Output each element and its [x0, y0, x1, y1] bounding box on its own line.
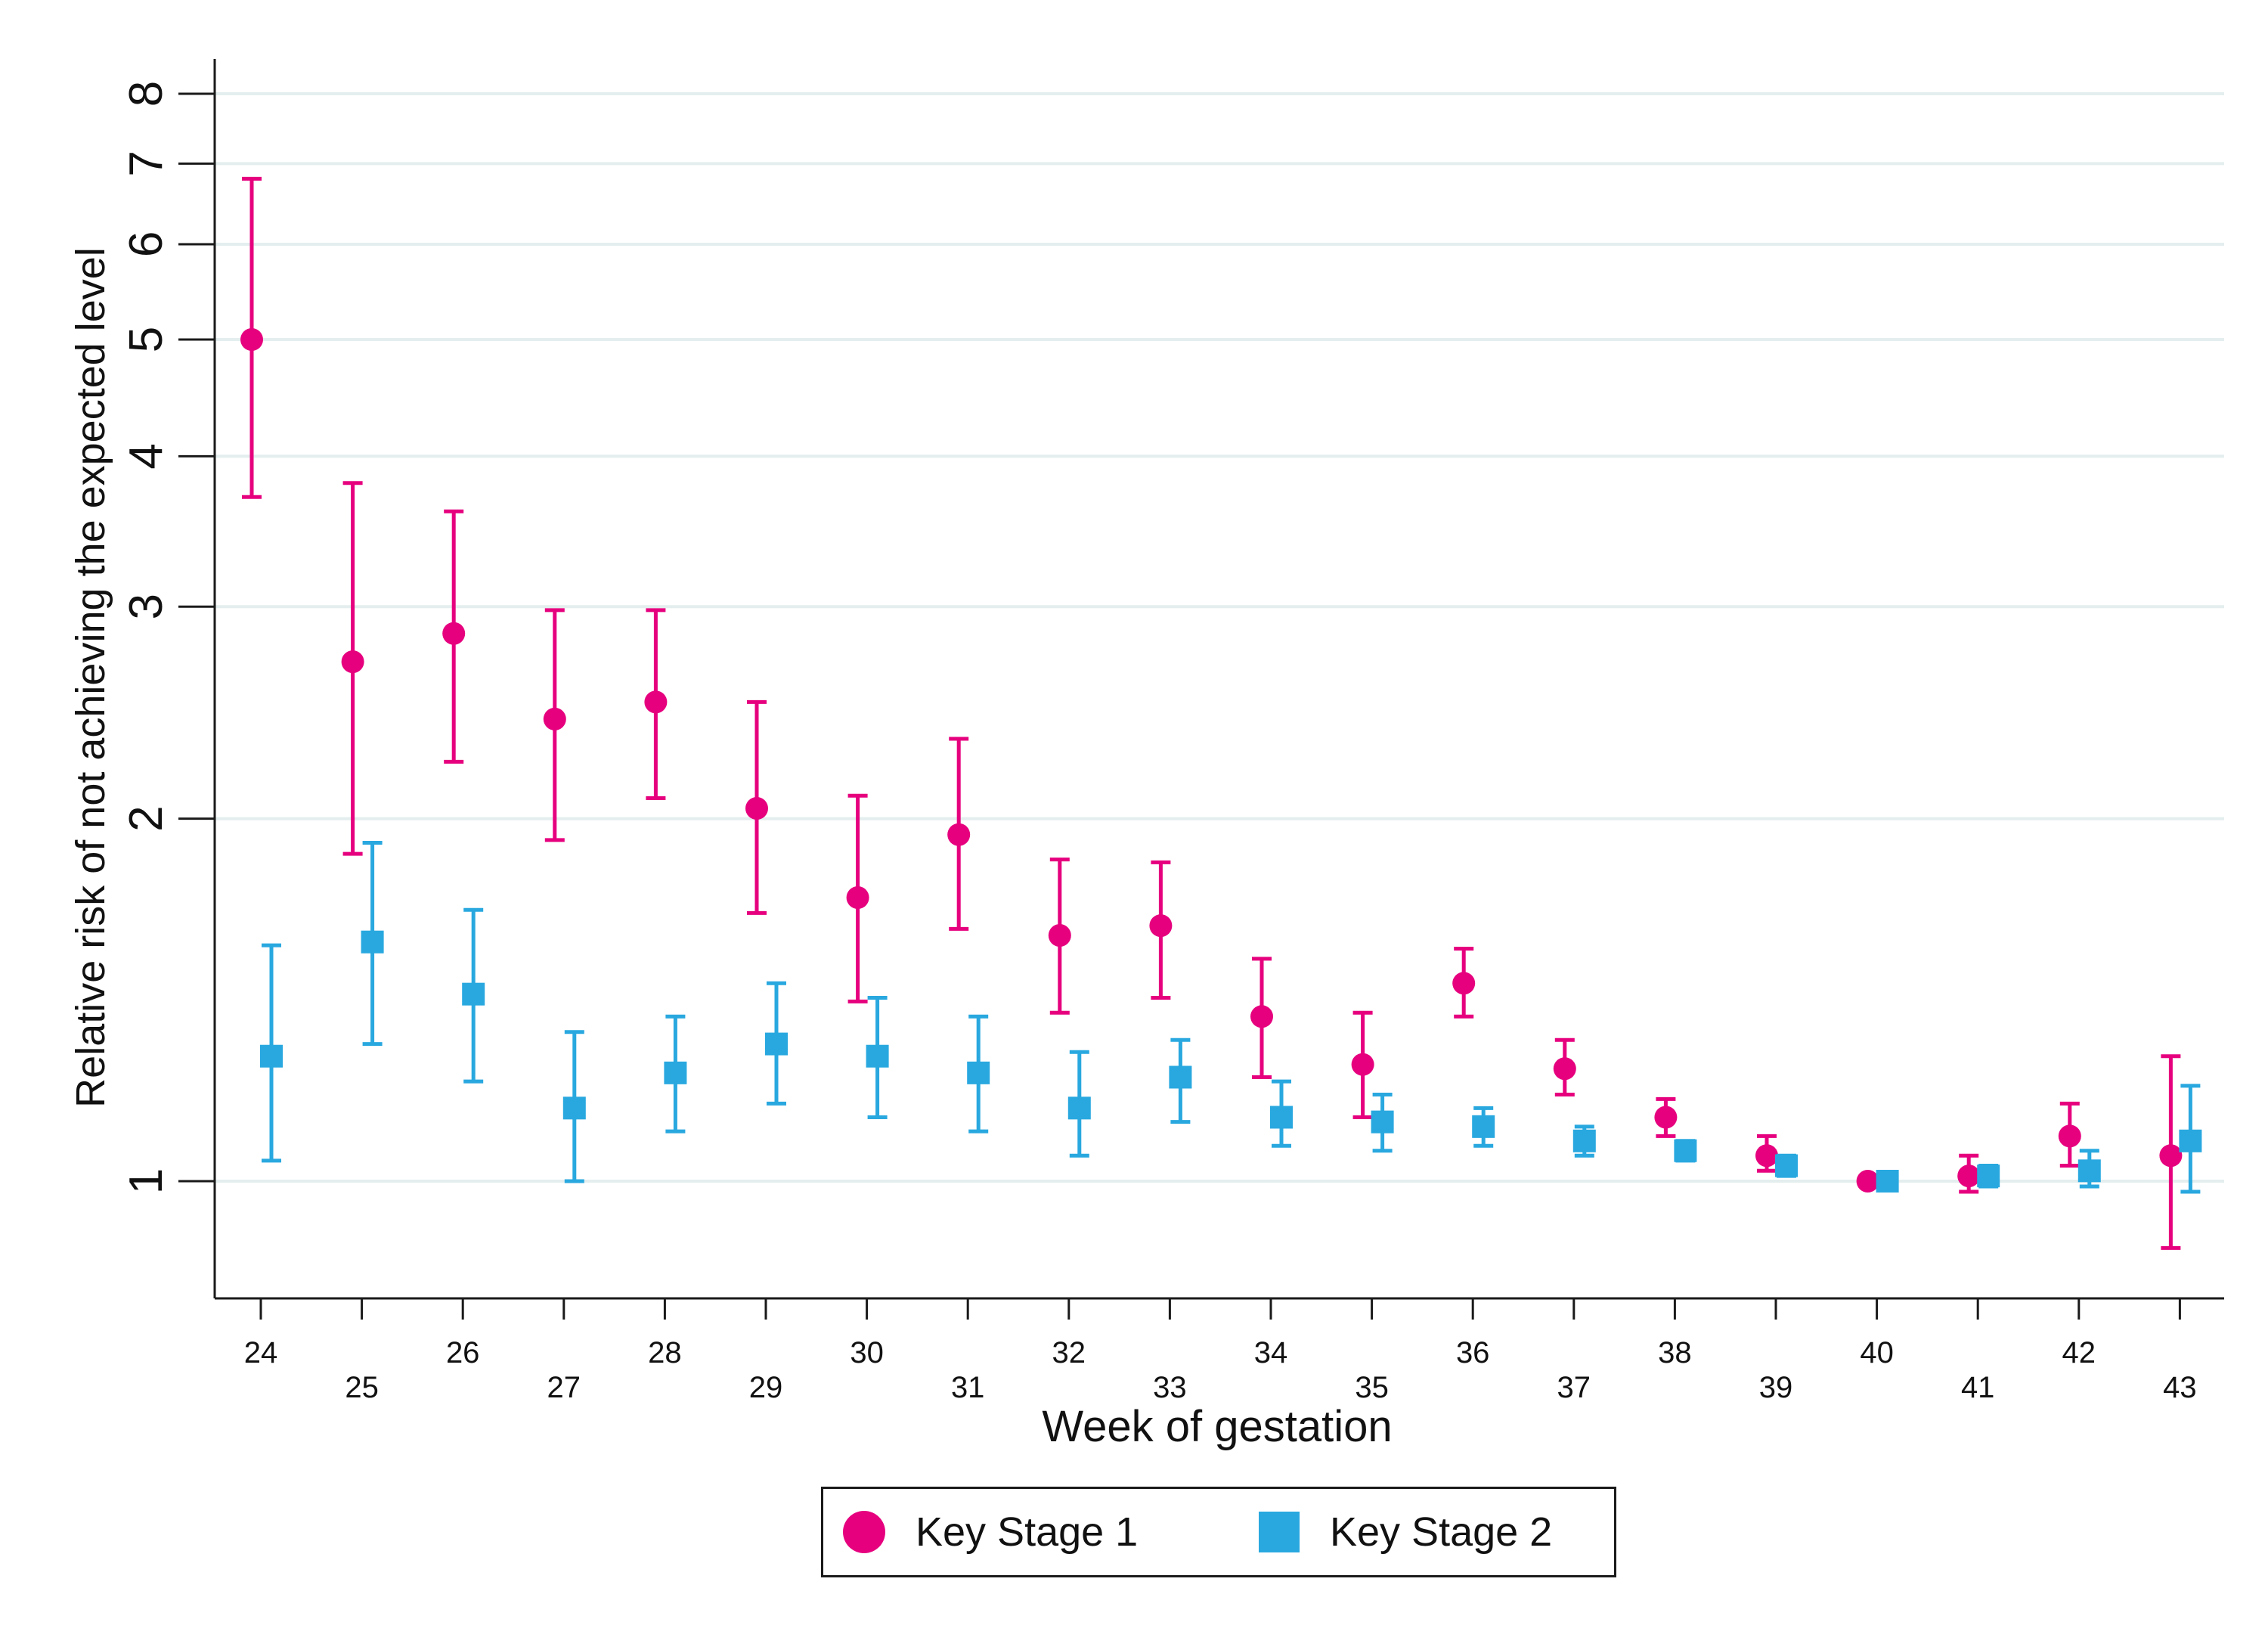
series-layer: [240, 176, 2202, 1250]
data-point: [1250, 1005, 1273, 1028]
data-point: [1270, 1106, 1293, 1129]
x-tick-label: 39: [1759, 1371, 1793, 1404]
legend-item-key-stage-1: Key Stage 1: [843, 1489, 1138, 1575]
x-tick-label: 30: [850, 1336, 884, 1369]
data-point: [765, 1032, 788, 1056]
data-point: [341, 650, 364, 674]
data-point: [644, 690, 668, 714]
x-tick-label: 28: [648, 1336, 682, 1369]
data-point: [846, 885, 869, 909]
data-point: [1674, 1139, 1697, 1162]
y-tick-label: 3: [120, 594, 172, 619]
data-point: [1775, 1154, 1798, 1177]
data-point: [462, 982, 485, 1006]
series-key-stage-1: [240, 176, 2183, 1250]
x-tick-label: 38: [1658, 1336, 1692, 1369]
data-point: [1472, 1115, 1495, 1138]
y-tick-label: 4: [120, 443, 172, 469]
data-point: [664, 1061, 687, 1084]
legend-label-key-stage-2: Key Stage 2: [1330, 1509, 1553, 1555]
x-tick-label: 34: [1254, 1336, 1288, 1369]
data-point: [1553, 1057, 1576, 1081]
data-point: [543, 707, 566, 730]
data-point: [967, 1061, 990, 1084]
data-point: [1654, 1106, 1678, 1129]
x-tick-label: 35: [1355, 1371, 1389, 1404]
x-tick-label: 37: [1557, 1371, 1591, 1404]
x-tick-label: 33: [1153, 1371, 1187, 1404]
data-point: [1067, 1096, 1091, 1120]
data-point: [1351, 1053, 1374, 1076]
gridlines: [215, 92, 2224, 1183]
x-tick-label: 26: [446, 1336, 480, 1369]
data-point: [1169, 1065, 1192, 1089]
series-key-stage-2: [260, 841, 2202, 1194]
data-point: [1977, 1165, 2000, 1188]
data-point: [1755, 1144, 1778, 1168]
data-point: [361, 930, 384, 954]
y-tick-label: 5: [120, 327, 172, 352]
y-axis-title: Relative risk of not achieving the expec…: [68, 247, 113, 1108]
x-tick-label: 36: [1456, 1336, 1490, 1369]
data-point: [947, 823, 971, 846]
data-point: [260, 1044, 283, 1068]
data-point: [562, 1096, 586, 1120]
x-tick-label: 25: [345, 1371, 379, 1404]
x-tick-label: 27: [547, 1371, 581, 1404]
y-tick-label: 8: [120, 81, 172, 107]
data-point: [1572, 1129, 1596, 1152]
data-point: [2159, 1144, 2183, 1168]
ticks: 1234567824252627282930313233343536373839…: [120, 81, 2197, 1404]
legend-marker-key-stage-2: [1259, 1512, 1300, 1552]
data-point: [442, 622, 466, 645]
x-tick-label: 32: [1052, 1336, 1086, 1369]
x-tick-label: 24: [244, 1336, 278, 1369]
data-point: [745, 796, 768, 820]
y-tick-label: 7: [120, 150, 172, 176]
legend-item-key-stage-2: Key Stage 2: [1259, 1489, 1552, 1575]
x-tick-label: 42: [2062, 1336, 2096, 1369]
legend-label-key-stage-1: Key Stage 1: [916, 1509, 1139, 1555]
data-point: [866, 1044, 889, 1068]
data-point: [2077, 1159, 2101, 1183]
data-point: [2179, 1129, 2202, 1152]
x-tick-label: 40: [1860, 1336, 1894, 1369]
x-tick-label: 29: [749, 1371, 783, 1404]
data-point: [1371, 1110, 1394, 1134]
x-tick-label: 41: [1961, 1371, 1995, 1404]
data-point: [1957, 1165, 1981, 1188]
data-point: [240, 328, 263, 352]
axes: [213, 59, 2224, 1300]
data-point: [1856, 1170, 1879, 1193]
legend: Key Stage 1 Key Stage 2: [821, 1487, 1616, 1577]
x-tick-label: 31: [951, 1371, 985, 1404]
x-axis-title: Week of gestation: [1042, 1402, 1392, 1451]
data-point: [1149, 914, 1173, 938]
y-tick-label: 1: [120, 1168, 172, 1194]
data-point: [1876, 1170, 1899, 1193]
y-tick-label: 2: [120, 805, 172, 831]
x-tick-label: 43: [2163, 1371, 2197, 1404]
data-point: [1048, 923, 1071, 947]
legend-marker-key-stage-1: [843, 1511, 885, 1553]
y-tick-label: 6: [120, 231, 172, 257]
data-point: [1452, 972, 1476, 995]
data-point: [2058, 1124, 2081, 1148]
